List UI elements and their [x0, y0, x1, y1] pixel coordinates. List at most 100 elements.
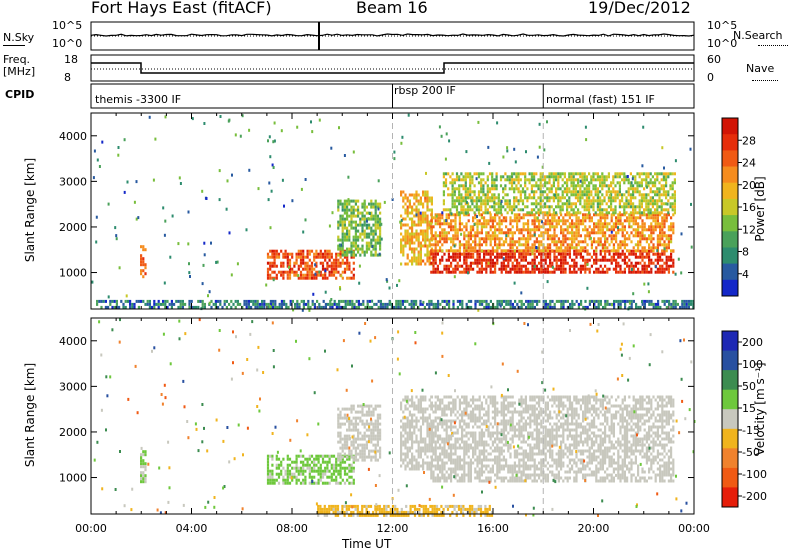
power-cell [623, 246, 626, 250]
velocity-cell [374, 434, 377, 438]
power-cell [515, 175, 518, 179]
power-cell [499, 184, 503, 188]
power-cell [616, 193, 619, 197]
power-cell [424, 262, 427, 266]
power-cell [273, 264, 276, 268]
velocity-cell [430, 464, 433, 468]
power-cell [335, 258, 338, 262]
power-cell [472, 255, 475, 259]
power-cell [489, 216, 492, 220]
power-cell [441, 243, 444, 247]
power-cell [656, 193, 659, 197]
power-cell [376, 238, 379, 242]
power-cell [301, 308, 304, 312]
power-cell [370, 244, 373, 248]
velocity-cell [408, 422, 411, 426]
power-cell [561, 202, 564, 206]
velocity-cell [140, 456, 143, 460]
power-cell [494, 228, 497, 232]
power-cell [432, 302, 435, 306]
velocity-cell [286, 478, 289, 482]
power-cell [648, 270, 651, 274]
power-cell [630, 181, 633, 185]
power-cell [445, 222, 448, 226]
velocity-cell [417, 446, 420, 450]
power-cell [610, 196, 613, 200]
power-cell [574, 187, 577, 191]
power-cell [274, 299, 277, 303]
power-cell [654, 258, 657, 262]
power-cell [472, 252, 475, 256]
power-cell [474, 261, 477, 265]
power-cell [506, 211, 509, 215]
power-cell [477, 196, 481, 200]
power-cell [333, 299, 336, 303]
power-cell [517, 178, 520, 182]
power-cell [400, 241, 403, 245]
power-cell [487, 258, 490, 262]
power-cell [522, 258, 525, 262]
power-cell [618, 175, 621, 179]
velocity-cell [406, 425, 409, 429]
power-cell [553, 302, 556, 306]
power-cell [568, 264, 571, 268]
power-cell [349, 299, 352, 303]
power-cell [404, 238, 407, 242]
power-cell [326, 267, 329, 271]
power-cell [374, 205, 377, 209]
power-cell [263, 302, 266, 306]
cpid-segment-2: rbsp 200 IF [394, 84, 456, 97]
velocity-cell [348, 452, 351, 456]
power-cell [363, 199, 366, 203]
power-cell [354, 247, 357, 251]
power-cell [661, 258, 664, 262]
power-cell [531, 219, 534, 223]
power-cell [465, 240, 468, 244]
power-cell [304, 255, 307, 259]
power-cell [415, 190, 418, 194]
power-cell [348, 261, 351, 265]
power-cell [522, 225, 525, 229]
velocity-cell [406, 437, 409, 441]
power-cell [266, 255, 270, 259]
power-cell [531, 246, 534, 250]
power-cell [667, 255, 670, 259]
velocity-cell [352, 428, 355, 432]
power-cell [469, 228, 472, 232]
power-cell [417, 253, 420, 257]
power-cell [645, 228, 648, 232]
power-cell [341, 229, 344, 233]
power-cell [574, 196, 577, 200]
power-cell [672, 305, 675, 309]
power-cell [370, 226, 373, 230]
power-cell [509, 267, 512, 271]
velocity-cell [374, 446, 377, 450]
power-cell [570, 202, 573, 206]
power-cell [668, 302, 671, 306]
power-cell [419, 259, 422, 263]
power-cell [511, 240, 514, 244]
power-cell [451, 178, 454, 182]
velocity-cell [343, 454, 347, 458]
power-cell [574, 202, 577, 206]
power-cell [571, 270, 574, 274]
power-cell [308, 267, 311, 271]
power-cell [498, 225, 501, 229]
power-cell [524, 228, 527, 232]
power-cell [370, 241, 373, 245]
power-cell [592, 196, 595, 200]
power-cell [605, 202, 608, 206]
power-cell [560, 299, 563, 303]
power-cell [544, 202, 547, 206]
velocity-cell [352, 404, 355, 408]
velocity-cell [379, 413, 382, 417]
velocity-cell [417, 404, 420, 408]
power-cell [430, 270, 433, 274]
power-cell [434, 240, 437, 244]
power-cell [553, 252, 556, 256]
velocity-cell [406, 440, 409, 444]
power-cell [494, 234, 497, 238]
velocity-cell [308, 457, 311, 461]
power-cell [478, 222, 481, 226]
power-cell [378, 252, 381, 256]
